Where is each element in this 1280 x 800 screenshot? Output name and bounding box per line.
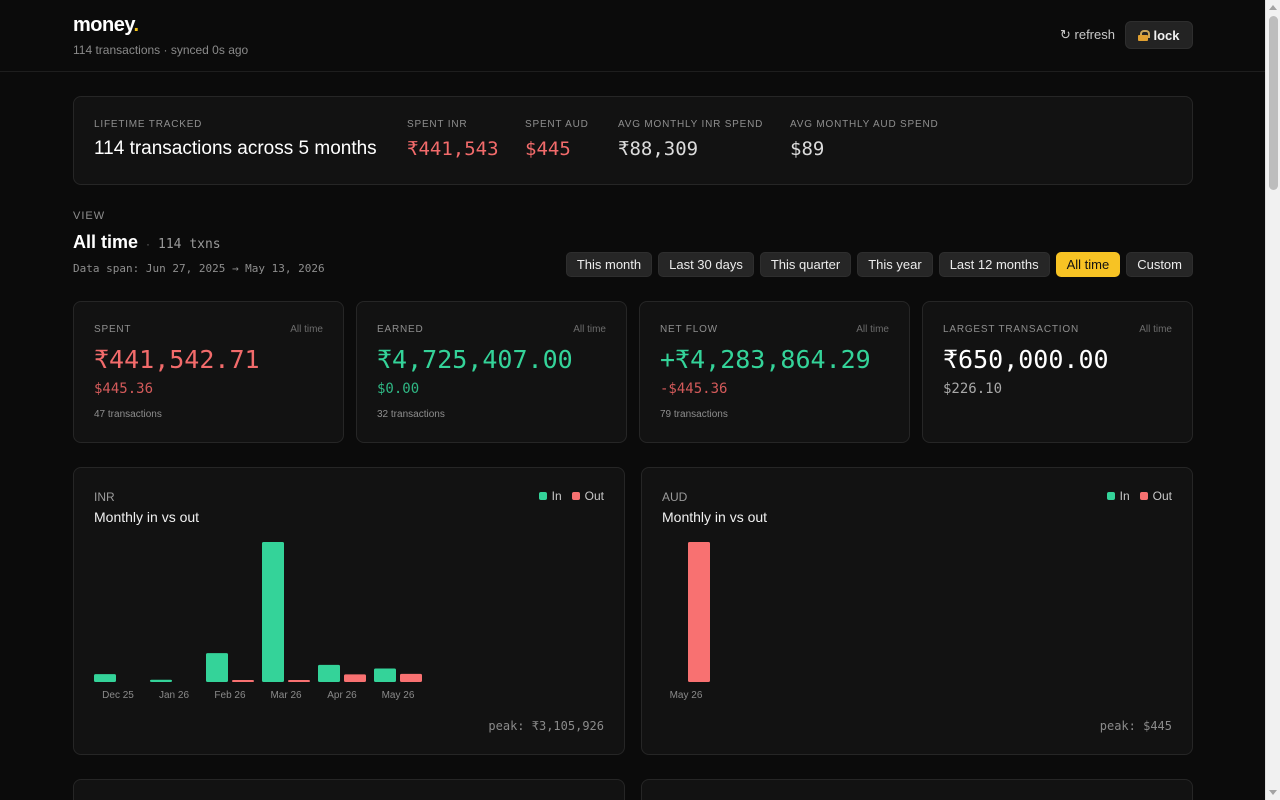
- lower-panel-left: [73, 779, 625, 800]
- range-this-month[interactable]: This month: [565, 252, 653, 277]
- bar-out-apr-26[interactable]: [344, 674, 366, 682]
- net-flow-aud-value: -$445.36: [660, 381, 728, 397]
- view-title: All time · 114 txns: [73, 232, 221, 252]
- refresh-button[interactable]: ↻ refresh: [1060, 27, 1115, 42]
- bar-out-may-26[interactable]: [400, 673, 422, 682]
- chart-peak: peak: ₹3,105,926: [488, 719, 604, 733]
- range-this-quarter[interactable]: This quarter: [759, 252, 852, 277]
- bar-out-mar-26[interactable]: [288, 680, 310, 682]
- sync-status: 114 transactions · synced 0s ago: [73, 43, 249, 57]
- brand-logo[interactable]: money.: [73, 14, 139, 36]
- lock-label: lock: [1153, 27, 1180, 43]
- chart-title: Monthly in vs out: [94, 509, 200, 525]
- range-custom[interactable]: Custom: [1126, 252, 1193, 277]
- view-range-title: All time: [73, 232, 139, 252]
- bar-out-feb-26[interactable]: [232, 680, 254, 682]
- chart-currency: AUD: [662, 490, 688, 504]
- lock-icon: [1138, 29, 1151, 41]
- app-header: money. 114 transactions · synced 0s ago …: [0, 0, 1265, 72]
- bar-in-mar-26[interactable]: [262, 542, 284, 682]
- lower-panel-right: [641, 779, 1193, 800]
- range-all-time[interactable]: All time: [1055, 252, 1121, 277]
- bar-in-dec-25[interactable]: [94, 674, 116, 682]
- bar-out-may-26[interactable]: [688, 542, 710, 682]
- chart-legend: In Out: [538, 489, 604, 503]
- stat-card-net-flow: NET FLOW All time +₹4,283,864.29 -$445.3…: [639, 301, 910, 443]
- bar-in-feb-26[interactable]: [206, 653, 228, 682]
- page-scrollbar[interactable]: [1265, 0, 1280, 800]
- lifetime-spent-aud: SPENT AUD $445: [525, 119, 589, 160]
- x-tick-label: May 26: [670, 690, 703, 701]
- lifetime-spent-inr: SPENT INR ₹441,543: [407, 119, 499, 160]
- range-selector: This month Last 30 days This quarter Thi…: [565, 252, 1193, 277]
- chart-currency: INR: [94, 490, 115, 504]
- x-tick-label: Dec 25: [102, 690, 134, 701]
- view-txn-count: 114 txns: [158, 237, 221, 252]
- inr-bar-chart: Dec 25 Jan 26 Feb 26 Mar 26 Apr 26 May 26: [94, 542, 422, 701]
- lifetime-summary: LIFETIME TRACKED 114 transactions across…: [73, 96, 1193, 185]
- legend-out: Out: [571, 489, 604, 503]
- net-flow-inr-value: +₹4,283,864.29: [660, 345, 871, 374]
- range-this-year[interactable]: This year: [857, 252, 933, 277]
- chart-peak: peak: $445: [1099, 719, 1172, 733]
- scroll-up-arrow-icon[interactable]: [1269, 5, 1277, 10]
- earned-inr-value: ₹4,725,407.00: [377, 345, 573, 374]
- x-tick-label: May 26: [382, 690, 415, 701]
- lock-button[interactable]: lock: [1125, 21, 1193, 49]
- largest-aud-value: $226.10: [943, 381, 1003, 397]
- x-tick-label: Jan 26: [159, 690, 189, 701]
- aud-bar-chart: May 26: [670, 542, 710, 701]
- bar-in-apr-26[interactable]: [318, 664, 340, 682]
- x-tick-label: Mar 26: [270, 690, 302, 701]
- chart-panel-aud: May 26 AUD Monthly in vs out In Out peak…: [641, 467, 1193, 755]
- legend-in: In: [538, 489, 562, 503]
- avg-monthly-inr: AVG MONTHLY INR SPEND ₹88,309: [618, 119, 764, 160]
- scroll-down-arrow-icon[interactable]: [1269, 790, 1277, 795]
- x-tick-label: Apr 26: [327, 690, 357, 701]
- stat-card-largest: LARGEST TRANSACTION All time ₹650,000.00…: [922, 301, 1193, 443]
- largest-inr-value: ₹650,000.00: [943, 345, 1109, 374]
- range-last-30-days[interactable]: Last 30 days: [658, 252, 754, 277]
- range-last-12-months[interactable]: Last 12 months: [938, 252, 1050, 277]
- lifetime-tracked: LIFETIME TRACKED 114 transactions across…: [94, 119, 377, 159]
- earned-aud-value: $0.00: [377, 381, 420, 397]
- bar-in-jan-26[interactable]: [150, 679, 172, 682]
- scrollbar-thumb[interactable]: [1269, 16, 1278, 190]
- data-span: Data span: Jun 27, 2025 → May 13, 2026: [73, 262, 325, 275]
- view-label: VIEW: [73, 210, 106, 222]
- stat-card-earned: EARNED All time ₹4,725,407.00 $0.00 32 t…: [356, 301, 627, 443]
- chart-legend: In Out: [1106, 489, 1172, 503]
- x-tick-label: Feb 26: [214, 690, 246, 701]
- bar-in-may-26[interactable]: [374, 668, 396, 682]
- chart-title: Monthly in vs out: [662, 509, 768, 525]
- legend-out: Out: [1139, 489, 1172, 503]
- legend-in: In: [1106, 489, 1130, 503]
- spent-aud-value: $445.36: [94, 381, 154, 397]
- chart-panel-inr: Dec 25 Jan 26 Feb 26 Mar 26 Apr 26 May 26 INR…: [73, 467, 625, 755]
- stat-card-spent: SPENT All time ₹441,542.71 $445.36 47 tr…: [73, 301, 344, 443]
- spent-inr-value: ₹441,542.71: [94, 345, 260, 374]
- avg-monthly-aud: AVG MONTHLY AUD SPEND $89: [790, 119, 939, 160]
